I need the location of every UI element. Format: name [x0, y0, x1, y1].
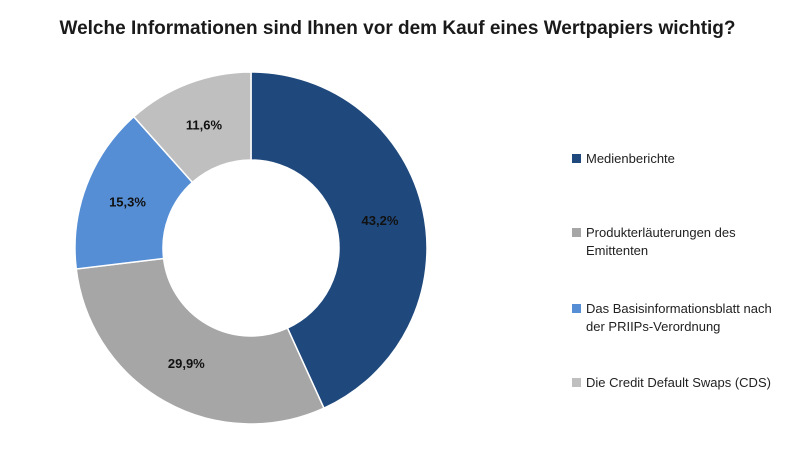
- slice-medienberichte: [250, 71, 428, 410]
- slice-cds: [132, 71, 252, 184]
- slice-produkterlaeuterungen: [75, 257, 325, 425]
- legend-swatch-produkterlaeuterungen: [572, 228, 581, 237]
- legend-swatch-cds: [572, 378, 581, 387]
- legend-label-medienberichte: Medienberichte: [586, 151, 675, 166]
- data-label-basisinformationsblatt: 15,3%: [109, 194, 146, 209]
- slice-basisinformationsblatt: [74, 115, 194, 270]
- legend-swatch-basisinformationsblatt: [572, 304, 581, 313]
- legend-label-produkterlaeuterungen: Produkterläuterungen des Emittenten: [586, 225, 736, 258]
- data-label-produkterlaeuterungen: 29,9%: [168, 356, 205, 371]
- legend-item-basisinformationsblatt: Das Basisinformationsblatt nach der PRII…: [572, 300, 794, 336]
- chart-title: Welche Informationen sind Ihnen vor dem …: [59, 18, 736, 39]
- data-label-cds: 11,6%: [186, 118, 223, 133]
- legend-item-medienberichte: Medienberichte: [572, 150, 675, 168]
- legend-label-basisinformationsblatt: Das Basisinformationsblatt nach der PRII…: [586, 301, 772, 334]
- legend-label-cds: Die Credit Default Swaps (CDS): [586, 375, 771, 390]
- data-label-medienberichte: 43,2%: [362, 213, 399, 228]
- legend-swatch-medienberichte: [572, 154, 581, 163]
- legend-item-cds: Die Credit Default Swaps (CDS): [572, 374, 771, 392]
- legend-item-produkterlaeuterungen: Produkterläuterungen des Emittenten: [572, 224, 766, 260]
